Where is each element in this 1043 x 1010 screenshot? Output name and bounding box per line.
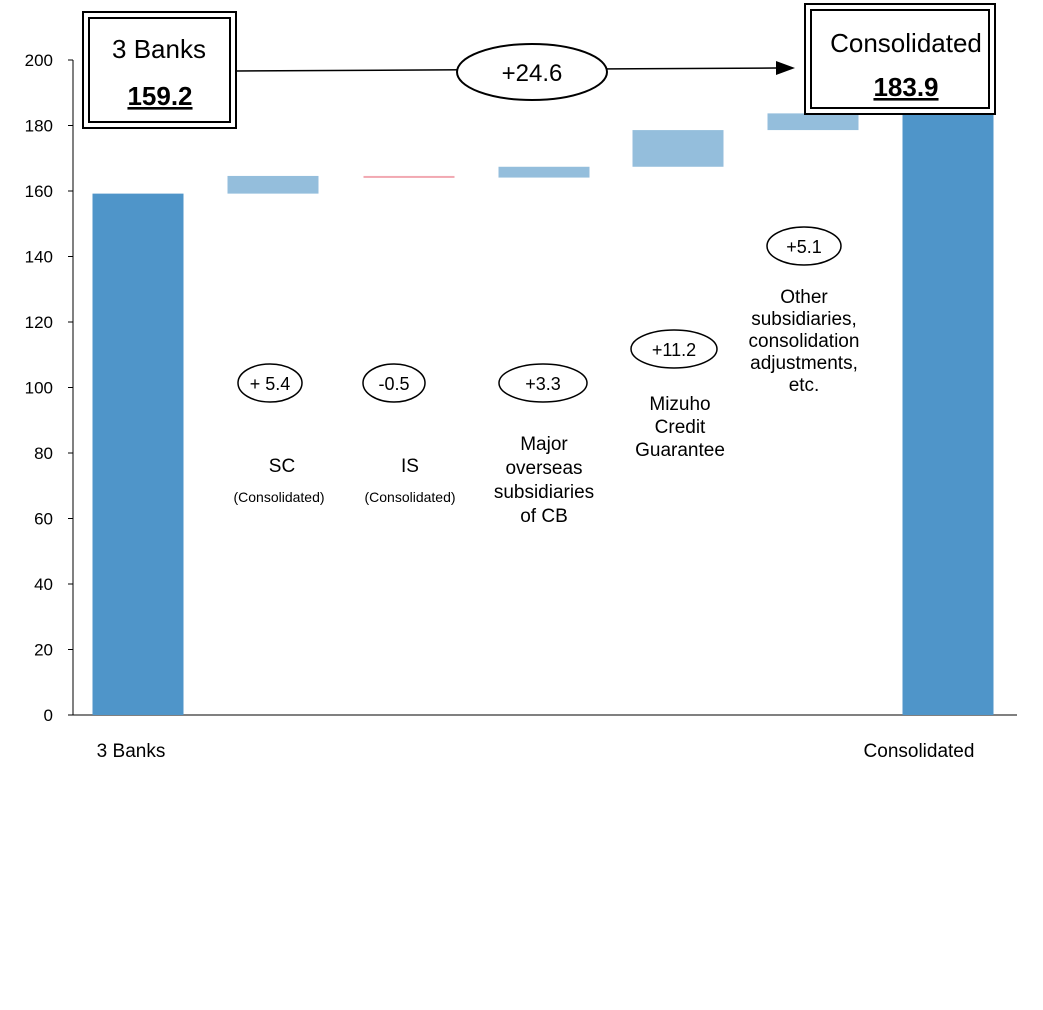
category-label-line: Guarantee [635, 440, 725, 461]
total-bar [92, 193, 184, 715]
y-tick-label: 20 [34, 641, 53, 660]
category-label-line: overseas [505, 458, 582, 479]
category-sublabel: (Consolidated) [233, 489, 324, 505]
delta-label: +5.1 [786, 237, 822, 257]
y-tick-label: 0 [44, 706, 53, 725]
category-label: IS [401, 456, 419, 477]
category-label: SC [269, 456, 295, 477]
increase-bar [767, 113, 859, 131]
total-bar [902, 112, 994, 716]
change-arrowhead [776, 61, 795, 75]
delta-oval [362, 363, 426, 403]
y-axis: 0 20 40 60 80 100 120 140 160 180 200 [25, 51, 74, 725]
x-category-label: Consolidated [864, 741, 975, 762]
y-tick-label: 160 [25, 182, 53, 201]
y-tick-label: 100 [25, 379, 53, 398]
category-sublabel: (Consolidated) [364, 489, 455, 505]
y-tick-label: 120 [25, 313, 53, 332]
y-tick-label: 60 [34, 510, 53, 529]
y-tick-label: 40 [34, 575, 53, 594]
end-callout-value: 183.9 [873, 72, 938, 102]
increase-bar [227, 175, 319, 194]
change-oval [456, 43, 608, 101]
category-label-line: etc. [789, 375, 820, 396]
decrease-bar [363, 175, 455, 178]
end-callout-title: Consolidated [830, 28, 982, 58]
delta-label: -0.5 [378, 374, 409, 394]
y-tick-label: 200 [25, 51, 53, 70]
y-tick-label: 140 [25, 248, 53, 267]
category-label-line: consolidation [749, 331, 860, 352]
end-callout-box [810, 9, 990, 109]
delta-oval [498, 363, 588, 403]
start-callout-title: 3 Banks [112, 34, 206, 64]
increase-bar [632, 130, 724, 167]
start-callout-value: 159.2 [127, 81, 192, 111]
delta-oval [237, 363, 303, 403]
category-label-line: Major [520, 434, 568, 455]
category-labels: 3 Banks Consolidated + 5.4 SC (Consolidated)… [97, 226, 975, 762]
change-label: +24.6 [502, 60, 563, 87]
delta-oval [630, 329, 718, 369]
delta-oval [766, 226, 842, 266]
delta-label: +3.3 [525, 374, 561, 394]
start-callout-box [88, 17, 231, 123]
category-label-line: of CB [520, 506, 568, 527]
delta-label: + 5.4 [250, 374, 291, 394]
category-label-line: subsidiaries [494, 482, 594, 503]
category-label-line: subsidiaries, [751, 309, 857, 330]
x-category-label: 3 Banks [97, 741, 166, 762]
callouts: 3 Banks 159.2 Consolidated 183.9 +24.6 [82, 3, 996, 129]
category-label-line: Other [780, 287, 828, 308]
y-tick-label: 80 [34, 444, 53, 463]
y-tick-label: 180 [25, 117, 53, 136]
delta-label: +11.2 [652, 340, 696, 360]
bars [92, 112, 994, 716]
category-label-line: Credit [655, 417, 706, 438]
category-label-line: adjustments, [750, 353, 858, 374]
increase-bar [498, 166, 590, 178]
category-label-line: Mizuho [649, 394, 710, 415]
